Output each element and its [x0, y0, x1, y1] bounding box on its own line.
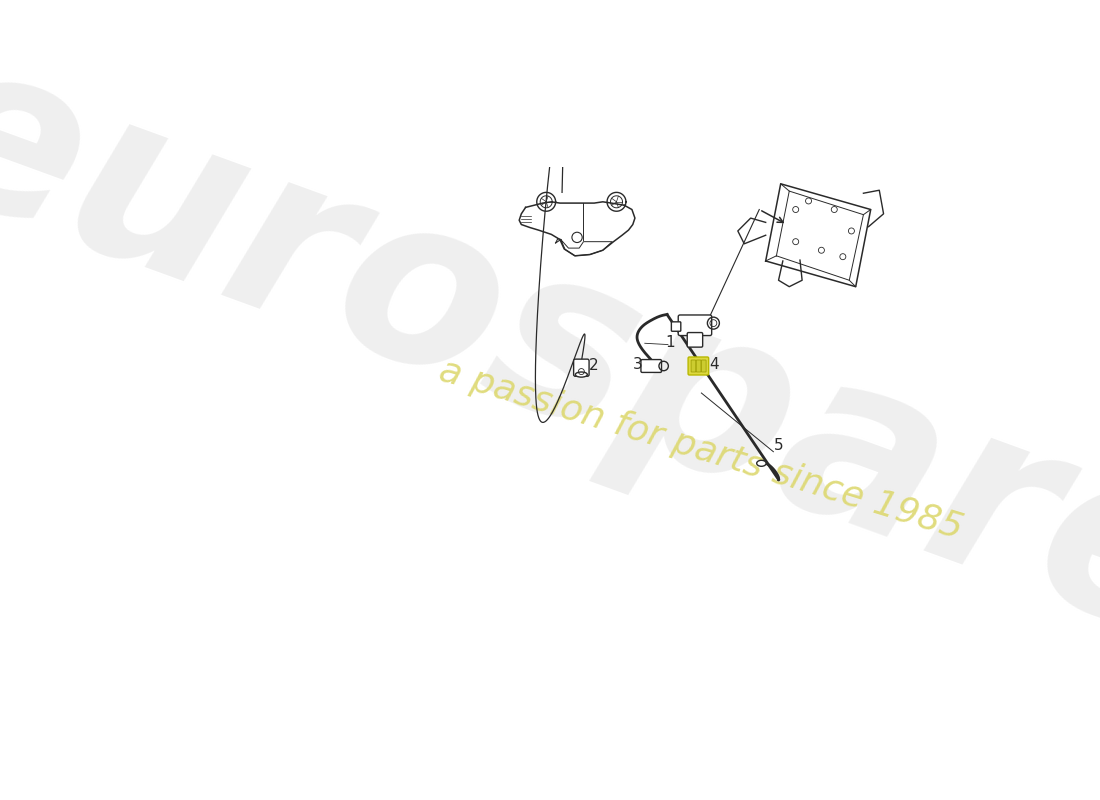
Ellipse shape [757, 460, 766, 466]
FancyBboxPatch shape [696, 360, 701, 372]
Text: 4: 4 [710, 358, 718, 373]
FancyBboxPatch shape [702, 360, 706, 372]
FancyBboxPatch shape [573, 359, 590, 376]
FancyBboxPatch shape [689, 357, 708, 375]
Text: 5: 5 [774, 438, 784, 453]
Text: 2: 2 [590, 358, 598, 374]
FancyBboxPatch shape [691, 360, 696, 372]
FancyBboxPatch shape [641, 359, 661, 373]
FancyBboxPatch shape [688, 333, 703, 347]
Text: 1: 1 [664, 334, 674, 350]
Text: a passion for parts since 1985: a passion for parts since 1985 [436, 354, 967, 546]
Text: 3: 3 [632, 358, 642, 373]
Ellipse shape [575, 372, 587, 377]
FancyBboxPatch shape [679, 315, 712, 335]
Text: eurospares: eurospares [0, 14, 1100, 739]
FancyBboxPatch shape [671, 322, 681, 331]
